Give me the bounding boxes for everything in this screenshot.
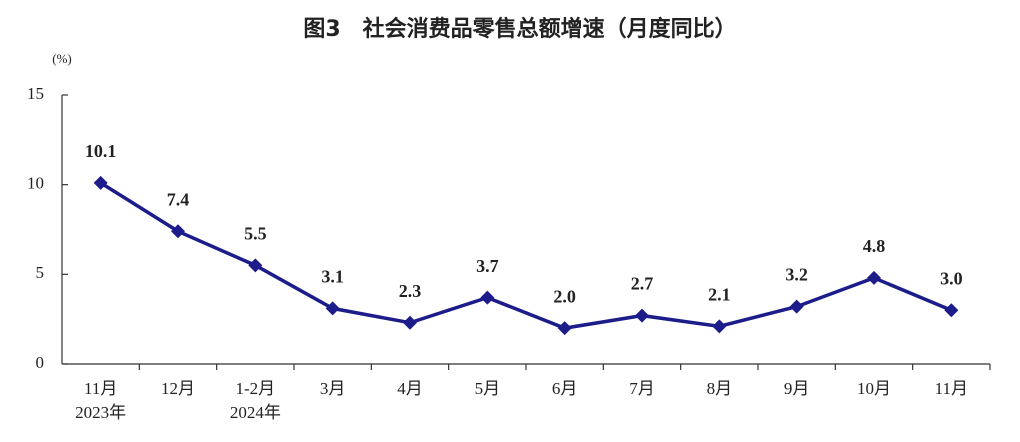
data-point xyxy=(480,290,495,305)
y-axis-label: (%) xyxy=(52,51,72,66)
data-point xyxy=(93,175,108,190)
chart-title: 图3 社会消费品零售总额增速（月度同比） xyxy=(303,16,736,42)
y-tick-label: 0 xyxy=(36,353,45,372)
x-tick-label: 1-2月 xyxy=(235,379,275,398)
data-point xyxy=(867,270,881,285)
x-tick-sublabel: 2023年 xyxy=(75,403,126,422)
data-point xyxy=(557,321,572,336)
x-tick-label: 3月 xyxy=(320,379,346,398)
data-label: 7.4 xyxy=(167,189,190,209)
x-tick-label: 11月 xyxy=(84,379,117,398)
x-tick-label: 5月 xyxy=(475,379,501,398)
data-label: 2.3 xyxy=(399,281,422,301)
x-tick-label: 9月 xyxy=(784,379,810,398)
data-point xyxy=(325,301,340,316)
data-point xyxy=(403,315,417,330)
x-tick-label: 11月 xyxy=(935,379,968,398)
data-label: 3.2 xyxy=(785,265,808,285)
y-tick-label: 15 xyxy=(27,84,44,103)
x-tick-label: 10月 xyxy=(857,379,891,398)
x-tick-label: 4月 xyxy=(397,379,423,398)
data-label: 4.8 xyxy=(863,236,886,256)
data-label: 2.7 xyxy=(631,274,654,294)
x-tick-sublabel: 2024年 xyxy=(230,403,281,422)
data-label: 2.1 xyxy=(708,284,731,304)
data-point xyxy=(944,303,959,318)
x-tick-label: 6月 xyxy=(552,379,578,398)
x-tick-label: 7月 xyxy=(629,379,655,398)
data-point xyxy=(248,258,263,273)
data-label: 5.5 xyxy=(244,223,267,243)
y-tick-label: 10 xyxy=(27,174,44,193)
data-point xyxy=(789,299,804,314)
data-point xyxy=(712,319,727,334)
data-label: 10.1 xyxy=(85,141,117,161)
data-line xyxy=(99,181,953,330)
data-label: 3.0 xyxy=(940,268,963,288)
data-label: 3.7 xyxy=(476,256,499,276)
data-point xyxy=(171,224,185,239)
y-tick-label: 5 xyxy=(36,263,45,282)
x-tick-label: 12月 xyxy=(161,379,195,398)
data-label: 2.0 xyxy=(553,286,576,306)
x-tick-label: 8月 xyxy=(707,379,733,398)
data-label: 3.1 xyxy=(321,267,344,287)
data-point xyxy=(635,308,649,323)
